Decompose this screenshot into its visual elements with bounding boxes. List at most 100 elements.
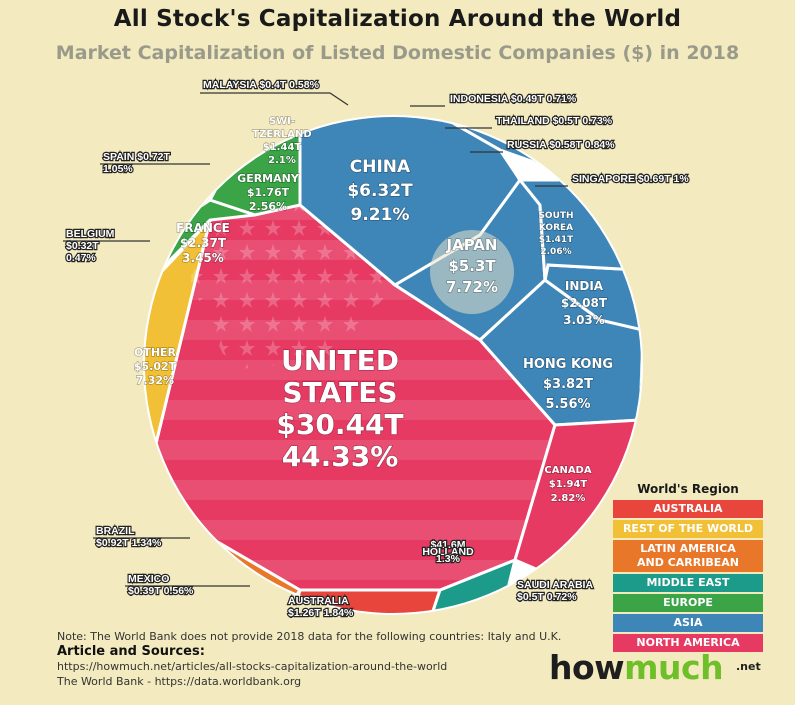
callout-mexico: MEXICO $0.39T 0.56%: [128, 573, 194, 597]
label-japan: JAPAN $5.3T 7.72%: [446, 236, 499, 296]
callout-singapore-line: SINGAPORE $0.69T 1%: [572, 173, 689, 185]
label-other-line: 7.32%: [136, 374, 174, 387]
label-united-states-line: 44.33%: [282, 440, 399, 473]
callout-russia: RUSSIA $0.58T 0.84%: [507, 139, 615, 151]
callout-saudi-arabia: SAUDI ARABIA $0.5T 0.72%: [517, 579, 593, 603]
footnote: Note: The World Bank does not provide 20…: [57, 630, 562, 643]
label-india-line: $2.08T: [561, 296, 608, 310]
callout-belgium: BELGIUM $0.32T 0.47%: [66, 228, 115, 264]
callout-holland-line: $41.6M: [430, 539, 465, 551]
label-other-line: OTHER: [134, 346, 177, 359]
callout-australia: AUSTRALIA $1.26T 1.84%: [288, 595, 354, 619]
label-canada-line: 2.82%: [551, 493, 586, 504]
label-japan-line: 7.72%: [446, 278, 498, 296]
label-germany: GERMANY $1.76T 2.56%: [237, 172, 300, 213]
callout-mexico-line: MEXICO: [128, 573, 169, 585]
legend-item-rest-of-the-world: REST OF THE WORLD: [613, 520, 763, 538]
label-south-korea-line: KOREA: [539, 223, 573, 233]
callout-belgium-line: $0.32T: [66, 240, 99, 252]
source-link-howmuch[interactable]: https://howmuch.net/articles/all-stocks-…: [57, 660, 448, 673]
label-india-line: 3.03%: [563, 313, 605, 327]
label-switzerland-line: $1.44T: [263, 142, 302, 153]
label-switzerland: SWI- TZERLAND $1.44T 2.1%: [252, 116, 311, 166]
callout-spain-line: SPAIN $0.72T: [103, 151, 171, 163]
callout-saudi-arabia-line: $0.5T 0.72%: [517, 591, 577, 603]
label-switzerland-line: 2.1%: [268, 155, 296, 166]
label-other-line: $5.02T: [134, 360, 177, 373]
label-india-line: INDIA: [565, 279, 604, 293]
label-south-korea-line: SOUTH: [538, 211, 573, 221]
callout-thailand: THAILAND $0.5T 0.73%: [496, 115, 613, 127]
label-japan-line: JAPAN: [446, 236, 498, 254]
label-united-states-line: STATES: [283, 376, 398, 409]
label-china-line: 9.21%: [351, 205, 410, 225]
legend-item-europe: EUROPE: [613, 594, 763, 612]
label-canada-line: CANADA: [544, 465, 591, 476]
callout-holland-line: 1.3%: [436, 553, 461, 565]
label-germany-line: $1.76T: [247, 186, 290, 199]
callout-spain-line: 1.05%: [103, 163, 133, 175]
label-united-states-line: UNITED: [281, 344, 399, 377]
label-south-korea: SOUTH KOREA $1.41T 2.06%: [538, 211, 574, 257]
label-hong-kong: HONG KONG $3.82T 5.56%: [523, 357, 613, 412]
callout-belgium-line: 0.47%: [66, 252, 96, 264]
label-india: INDIA $2.08T 3.03%: [561, 279, 608, 327]
source-link-worldbank[interactable]: The World Bank - https://data.worldbank.…: [57, 675, 302, 688]
callout-mexico-line: $0.39T 0.56%: [128, 585, 194, 597]
callout-australia-line: AUSTRALIA: [288, 595, 349, 607]
legend-item-middle-east: MIDDLE EAST: [613, 574, 763, 592]
chart-subtitle: Market Capitalization of Listed Domestic…: [55, 42, 740, 64]
label-china-line: CHINA: [350, 157, 411, 177]
label-hong-kong-line: $3.82T: [543, 377, 593, 392]
howmuch-logo: howmuch: [549, 648, 724, 687]
label-china: CHINA $6.32T 9.21%: [347, 157, 413, 225]
callout-holland: $41.6M HOLLAND 1.3%: [422, 539, 474, 565]
label-other: OTHER $5.02T 7.32%: [134, 346, 177, 387]
callout-indonesia: INDONESIA $0.49T 0.71%: [450, 93, 577, 105]
label-france-line: FRANCE: [176, 221, 230, 235]
callout-holland-line: HOLLAND: [422, 546, 474, 558]
label-hong-kong-line: 5.56%: [545, 397, 590, 412]
legend-item-asia: ASIA: [613, 614, 763, 632]
callout-russia-line: RUSSIA $0.58T 0.84%: [507, 139, 615, 151]
label-china-line: $6.32T: [347, 181, 413, 201]
legend-item-north-america: NORTH AMERICA: [613, 634, 763, 652]
logo-text-much: much: [624, 648, 724, 687]
label-south-korea-line: 2.06%: [540, 247, 571, 257]
sources-heading: Article and Sources:: [57, 644, 205, 659]
label-france: FRANCE $2.37T 3.45%: [176, 221, 230, 265]
callout-australia-line: $1.26T 1.84%: [288, 607, 354, 619]
label-switzerland-line: SWI-: [269, 116, 295, 127]
leader-malaysia: [200, 92, 349, 106]
label-germany-line: 2.56%: [249, 200, 287, 213]
label-japan-line: $5.3T: [448, 257, 496, 275]
logo-suffix: .net: [736, 660, 761, 673]
callout-brazil-line: $0.92T 1.34%: [96, 537, 162, 549]
legend: World's Region AUSTRALIA REST OF THE WORL…: [613, 482, 763, 654]
label-france-line: $2.37T: [180, 236, 227, 250]
label-canada: CANADA $1.94T 2.82%: [544, 465, 591, 504]
callout-spain: SPAIN $0.72T 1.05%: [103, 151, 171, 175]
label-united-states: UNITED STATES $30.44T 44.33%: [276, 344, 403, 473]
callout-malaysia-line: MALAYSIA $0.4T 0.58%: [203, 79, 320, 91]
label-canada-line: $1.94T: [549, 479, 588, 490]
legend-item-latin-america-and-carribean: LATIN AMERICA AND CARRIBEAN: [613, 540, 763, 572]
label-united-states-line: $30.44T: [276, 408, 403, 441]
label-south-korea-line: $1.41T: [539, 235, 574, 245]
callout-brazil: BRAZIL $0.92T 1.34%: [96, 525, 162, 549]
legend-title: World's Region: [637, 482, 739, 496]
label-hong-kong-line: HONG KONG: [523, 357, 613, 372]
chart-title: All Stock's Capitalization Around the Wo…: [113, 6, 682, 32]
callout-singapore: SINGAPORE $0.69T 1%: [572, 173, 689, 185]
logo-text-how: how: [549, 648, 625, 687]
callout-belgium-line: BELGIUM: [66, 228, 115, 240]
label-germany-line: GERMANY: [237, 172, 300, 185]
callout-thailand-line: THAILAND $0.5T 0.73%: [496, 115, 613, 127]
label-switzerland-line: TZERLAND: [252, 129, 311, 140]
callout-brazil-line: BRAZIL: [96, 525, 135, 537]
callout-indonesia-line: INDONESIA $0.49T 0.71%: [450, 93, 577, 105]
japan-flag-disc: [430, 230, 514, 314]
legend-item-australia: AUSTRALIA: [613, 500, 763, 518]
legend-items: AUSTRALIA REST OF THE WORLD LATIN AMERICA A…: [613, 500, 763, 652]
